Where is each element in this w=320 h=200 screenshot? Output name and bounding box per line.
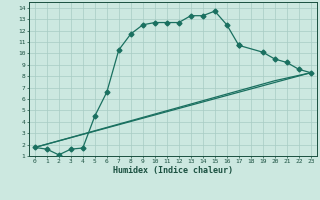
X-axis label: Humidex (Indice chaleur): Humidex (Indice chaleur) xyxy=(113,166,233,175)
